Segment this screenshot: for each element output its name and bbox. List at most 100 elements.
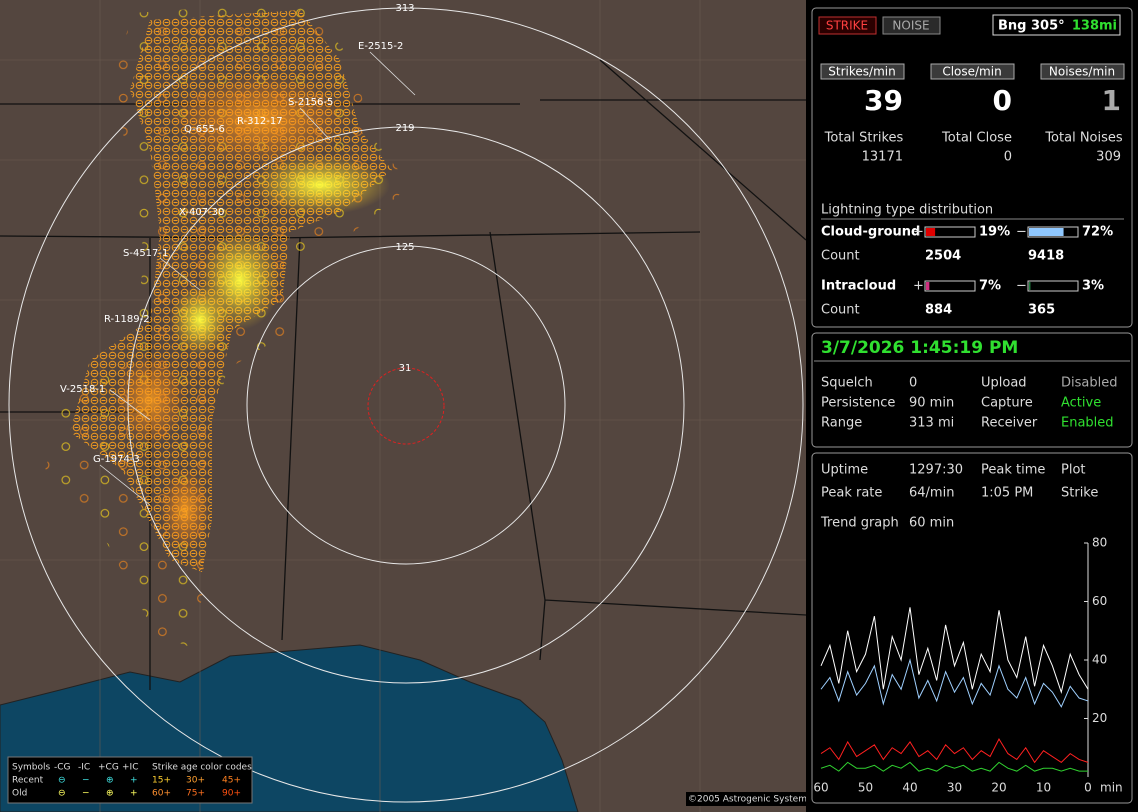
- legend-cell: ⊕: [106, 776, 114, 786]
- x-tick-label: 0: [1084, 781, 1092, 795]
- x-tick-label: 30: [947, 781, 962, 795]
- status-cell: Range: [821, 416, 862, 431]
- stats-rows: Uptime 1297:30 Peak time Plot Peak rate 64/mi…: [821, 463, 1098, 501]
- legend-header: -IC: [78, 763, 90, 773]
- copyright: ©2005 Astrogenic Systems: [688, 795, 812, 805]
- y-tick-label: 60: [1092, 594, 1107, 608]
- legend-cell: 45+: [222, 776, 241, 786]
- storm-label: X-407-30: [179, 207, 224, 218]
- pct-label: 19%: [979, 225, 1010, 240]
- count-label: Count: [821, 303, 860, 318]
- legend-cell: 60+: [152, 789, 171, 799]
- rate-button[interactable]: [820, 63, 905, 80]
- trend-graph: 20 40 60 80 60 50 40 30 20 10 0 min: [813, 536, 1122, 795]
- pct-label: 3%: [1082, 279, 1104, 294]
- y-tick-label: 20: [1092, 711, 1107, 725]
- stats-cell: 1:05 PM: [981, 486, 1033, 501]
- storm-label: R-312-17: [237, 116, 283, 127]
- noise-button-label[interactable]: NOISE: [892, 19, 929, 33]
- rate-value: 1: [1102, 84, 1121, 117]
- counts-panel: [811, 7, 1133, 328]
- x-tick-label: 50: [858, 781, 873, 795]
- storm-label: Q-655-6: [184, 124, 225, 135]
- storm-label: G-1974-3: [93, 454, 140, 465]
- legend-cell: ⊖: [58, 789, 66, 799]
- bearing: Bng 305°: [998, 19, 1065, 34]
- status-cell: Disabled: [1061, 376, 1117, 391]
- status-cell: Capture: [981, 396, 1033, 411]
- legend-cell: +: [130, 789, 138, 799]
- legend-cell: Old: [12, 789, 27, 799]
- storm-label: S-4517-1: [123, 248, 168, 259]
- x-tick-label: 60: [813, 781, 828, 795]
- legend-cell: −: [82, 789, 90, 799]
- trend-label: Trend graph: [820, 516, 899, 531]
- legend-cell: ⊕: [106, 789, 114, 799]
- pct-bar: [926, 282, 930, 290]
- close-ring: [367, 367, 445, 445]
- legend-cell: 90+: [222, 789, 241, 799]
- sign: +: [913, 279, 924, 294]
- stats-cell: Plot: [1061, 463, 1086, 478]
- count: 9418: [1028, 249, 1064, 264]
- legend-cell: ⊖: [58, 776, 66, 786]
- storm-label: R-1189-2: [104, 314, 150, 325]
- status-cell: Squelch: [821, 376, 873, 391]
- pct-track: [924, 226, 976, 238]
- legend-cell: 15+: [152, 776, 171, 786]
- type-label: Cloud-ground: [821, 225, 920, 240]
- x-tick-label: 10: [1036, 781, 1051, 795]
- status-cell: 90 min: [909, 396, 954, 411]
- range-ring: [246, 245, 566, 565]
- bearing-box: [992, 14, 1121, 36]
- rate-label[interactable]: Close/min: [942, 65, 1001, 79]
- legend-cell: −: [82, 776, 90, 786]
- stats-cell: 64/min: [909, 486, 954, 501]
- legend-rows: Symbols -CG -IC +CG +IC Strike age color code…: [12, 763, 252, 799]
- count: 884: [925, 303, 952, 318]
- stats-cell: Strike: [1061, 486, 1098, 501]
- rate-label[interactable]: Strikes/min: [828, 65, 895, 79]
- y-tick-label: 40: [1092, 653, 1107, 667]
- storm-label: S-2156-5: [288, 97, 333, 108]
- distribution: Cloud-ground+ 19% −72%Count 2504 9418Intracl…: [821, 225, 1113, 318]
- rate-button[interactable]: [1040, 63, 1125, 80]
- legend-cell: 30+: [186, 776, 205, 786]
- x-unit: min: [1100, 781, 1123, 795]
- trend-line: [820, 607, 1089, 694]
- sign: −: [1016, 225, 1027, 240]
- sign: +: [913, 225, 924, 240]
- strike-button[interactable]: [818, 16, 877, 35]
- trend-panel: [811, 452, 1133, 804]
- rate-button[interactable]: [930, 63, 1015, 80]
- count: 2504: [925, 249, 961, 264]
- rates: Strikes/min 39 Total Strikes 13171 Close/min…: [820, 63, 1125, 165]
- legend: [7, 756, 253, 804]
- distance: 138mi: [1072, 19, 1117, 34]
- total-value: 0: [1004, 150, 1012, 165]
- total-label: Total Strikes: [824, 131, 904, 146]
- stats-cell: Peak time: [981, 463, 1045, 478]
- noise-button[interactable]: [882, 16, 941, 35]
- ring-label: 313: [395, 3, 414, 14]
- total-value: 13171: [862, 150, 903, 165]
- type-label: Intracloud: [821, 279, 896, 294]
- y-tick-label: 80: [1092, 536, 1107, 550]
- total-label: Total Noises: [1044, 131, 1123, 146]
- trend-line: [820, 737, 1089, 764]
- rate-value: 0: [993, 84, 1012, 117]
- stats-cell: 1297:30: [909, 463, 963, 478]
- total-label: Total Close: [941, 131, 1012, 146]
- rate-label[interactable]: Noises/min: [1049, 65, 1115, 79]
- ring-label: 125: [395, 242, 414, 253]
- storm-label: E-2515-2: [358, 41, 403, 52]
- datetime: 3/7/2026 1:45:19 PM: [821, 338, 1018, 358]
- stats-cell: Peak rate: [821, 486, 882, 501]
- strike-button-label[interactable]: STRIKE: [826, 19, 868, 33]
- status-cell: Enabled: [1061, 416, 1114, 431]
- legend-header: -CG: [54, 763, 71, 773]
- legend-cell: Recent: [12, 776, 44, 786]
- range-ring: [127, 126, 685, 684]
- stats-cell: Uptime: [821, 463, 868, 478]
